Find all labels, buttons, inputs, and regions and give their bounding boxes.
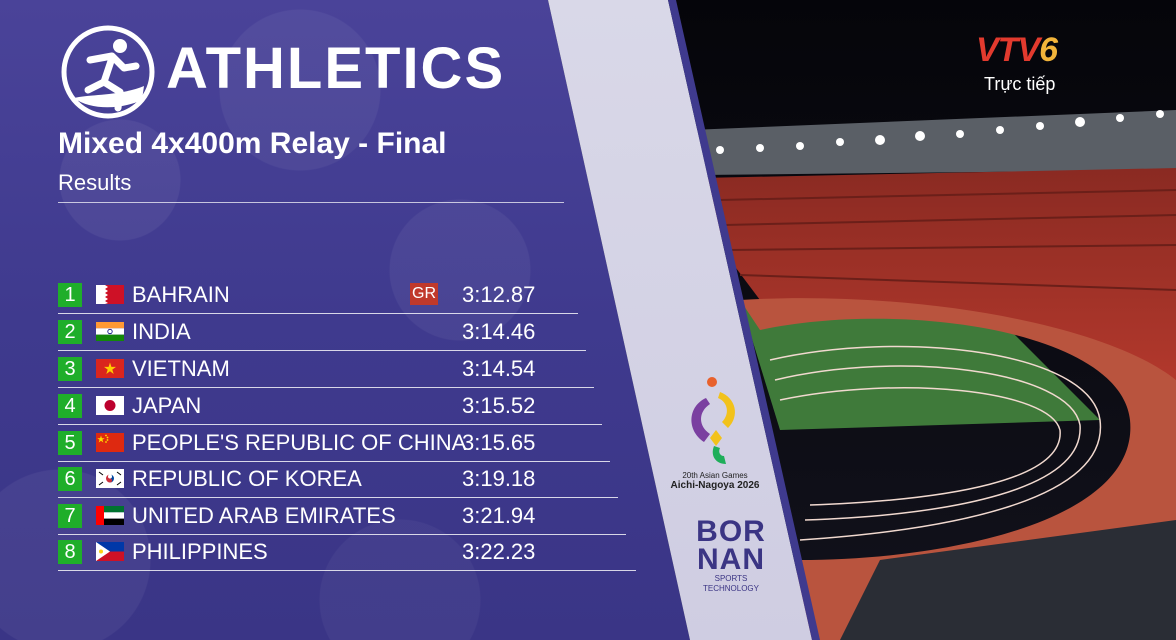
result-time: 3:21.94 <box>462 503 536 528</box>
games-edition: 20th Asian Games <box>682 471 748 480</box>
rank-badge: 7 <box>58 504 82 528</box>
rank-badge: 6 <box>58 467 82 491</box>
country-name: UNITED ARAB EMIRATES <box>132 503 396 528</box>
vietnam-flag-icon <box>96 359 124 378</box>
rank-badge: 3 <box>58 357 82 381</box>
result-time: 3:15.52 <box>462 393 536 418</box>
header-divider <box>58 202 564 203</box>
event-title: Mixed 4x400m Relay - Final <box>58 127 447 160</box>
rank-badge: 8 <box>58 540 82 564</box>
asian-games-logo <box>691 377 735 464</box>
sponsor-logo-bottom: NAN <box>697 543 765 576</box>
sponsor-logo-top: BOR <box>696 515 766 548</box>
result-time: 3:14.54 <box>462 356 536 381</box>
channel-logo-number: 6 <box>1039 31 1058 69</box>
result-time: 3:12.87 <box>462 282 536 307</box>
sponsor-tagline: SPORTS TECHNOLOGY <box>702 574 759 593</box>
record-badge: GR <box>410 283 438 305</box>
sport-title: ATHLETICS <box>166 36 506 101</box>
japan-flag-icon <box>96 396 124 415</box>
uae-flag-icon <box>96 506 124 525</box>
rank-badge: 5 <box>58 431 82 455</box>
running-athlete-icon <box>61 25 155 119</box>
china-flag-icon <box>96 433 124 452</box>
channel-logo: VTV6 <box>976 30 1058 70</box>
row-divider <box>58 461 610 462</box>
row-divider <box>58 350 586 351</box>
country-name: JAPAN <box>132 393 202 418</box>
india-flag-icon <box>96 322 124 341</box>
row-divider <box>58 424 602 425</box>
channel-logo-main: VTV <box>976 31 1040 69</box>
country-name: BAHRAIN <box>132 282 230 307</box>
games-host: Aichi-Nagoya 2026 <box>670 480 760 491</box>
result-time: 3:19.18 <box>462 466 536 491</box>
rank-badge: 2 <box>58 320 82 344</box>
row-divider <box>58 313 578 314</box>
philippines-flag-icon <box>96 542 124 561</box>
bahrain-flag-icon <box>96 285 124 304</box>
row-divider <box>58 534 626 535</box>
country-name: PEOPLE'S REPUBLIC OF CHINA <box>132 430 467 455</box>
country-name: REPUBLIC OF KOREA <box>132 466 362 491</box>
live-label: Trực tiếp <box>984 74 1056 94</box>
country-name: VIETNAM <box>132 356 230 381</box>
korea-flag-icon <box>96 469 124 488</box>
country-name: PHILIPPINES <box>132 539 268 564</box>
results-subtitle: Results <box>58 170 132 195</box>
row-divider <box>58 570 636 571</box>
rank-badge: 4 <box>58 394 82 418</box>
country-name: INDIA <box>132 319 191 344</box>
result-time: 3:22.23 <box>462 539 536 564</box>
result-time: 3:14.46 <box>462 319 536 344</box>
result-time: 3:15.65 <box>462 430 536 455</box>
rank-badge: 1 <box>58 283 82 307</box>
row-divider <box>58 387 594 388</box>
row-divider <box>58 497 618 498</box>
